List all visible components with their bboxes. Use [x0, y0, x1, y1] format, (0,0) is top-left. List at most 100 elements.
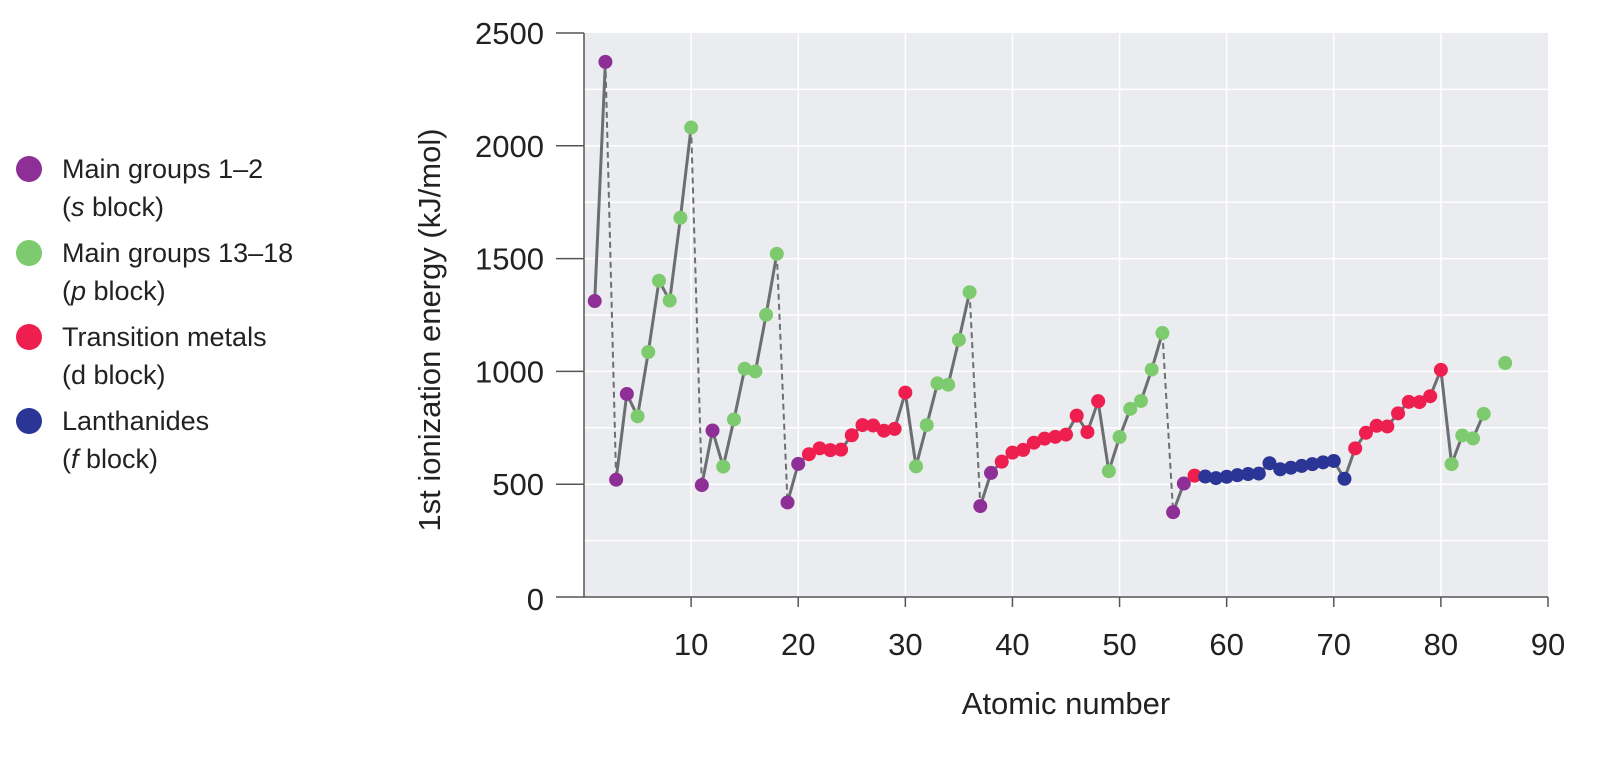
data-point-transition-metals — [1005, 445, 1020, 460]
data-point-main-groups-13-18 — [1466, 431, 1481, 446]
data-point-transition-metals — [1187, 468, 1202, 483]
data-point-transition-metals — [1391, 406, 1406, 421]
data-point-main-groups-13-18 — [630, 409, 645, 424]
legend-label-line2: (s block) — [62, 192, 165, 222]
y-tick-label: 2500 — [475, 16, 544, 51]
data-point-lanthanides — [1208, 471, 1223, 486]
data-point-main-groups-1-2 — [1176, 476, 1191, 491]
trend-line-dashed — [968, 292, 982, 507]
data-point-main-groups-1-2 — [705, 423, 720, 438]
data-point-main-groups-13-18 — [919, 418, 934, 433]
trend-line-dashed — [775, 253, 789, 503]
y-tick-label: 500 — [492, 467, 544, 502]
legend-label-line1: Lanthanides — [62, 406, 210, 436]
legend: Main groups 1–2 (s block) Main groups 13… — [14, 150, 374, 486]
data-point-main-groups-13-18 — [1444, 457, 1459, 472]
data-point-main-groups-13-18 — [759, 307, 774, 322]
data-point-transition-metals — [1380, 419, 1395, 434]
data-point-main-groups-13-18 — [1144, 362, 1159, 377]
x-tick-label: 80 — [1424, 627, 1458, 662]
data-point-transition-metals — [1423, 389, 1438, 404]
data-point-transition-metals — [855, 418, 870, 433]
data-point-main-groups-13-18 — [1476, 406, 1491, 421]
data-point-lanthanides — [1241, 467, 1256, 482]
legend-label-f-block: Lanthanides (f block) — [62, 402, 209, 478]
data-point-main-groups-1-2 — [780, 495, 795, 510]
data-point-transition-metals — [1026, 435, 1041, 450]
legend-item-d-block: Transition metals (d block) — [14, 318, 374, 402]
data-point-lanthanides — [1305, 457, 1320, 472]
data-point-main-groups-1-2 — [984, 465, 999, 480]
data-point-lanthanides — [1316, 455, 1331, 470]
data-point-main-groups-13-18 — [748, 364, 763, 379]
data-point-transition-metals — [1037, 431, 1052, 446]
legend-block-letter: p — [71, 276, 87, 306]
legend-label-p-block: Main groups 13–18 (p block) — [62, 234, 293, 310]
x-tick-label: 10 — [674, 627, 708, 662]
data-point-main-groups-13-18 — [930, 376, 945, 391]
data-point-transition-metals — [898, 385, 913, 400]
data-point-main-groups-1-2 — [619, 386, 634, 401]
data-point-main-groups-1-2 — [973, 499, 988, 514]
data-point-transition-metals — [1369, 418, 1384, 433]
legend-swatch-s-block — [16, 156, 42, 182]
data-point-main-groups-1-2 — [791, 456, 806, 471]
data-point-main-groups-13-18 — [641, 344, 656, 359]
data-point-main-groups-1-2 — [609, 472, 624, 487]
data-point-main-groups-13-18 — [1498, 356, 1513, 371]
y-tick-label: 1000 — [475, 354, 544, 389]
data-point-transition-metals — [887, 421, 902, 436]
legend-swatch-d-block — [16, 324, 42, 350]
data-point-main-groups-13-18 — [1155, 326, 1170, 341]
data-point-main-groups-13-18 — [951, 332, 966, 347]
data-point-transition-metals — [834, 442, 849, 457]
y-tick-label: 1500 — [475, 242, 544, 277]
legend-item-p-block: Main groups 13–18 (p block) — [14, 234, 374, 318]
data-point-transition-metals — [823, 443, 838, 458]
data-point-main-groups-13-18 — [662, 293, 677, 308]
legend-swatch-p-block — [16, 240, 42, 266]
data-point-lanthanides — [1337, 471, 1352, 486]
data-point-main-groups-1-2 — [598, 54, 613, 69]
legend-label-line1: Transition metals — [62, 322, 267, 352]
data-point-lanthanides — [1273, 462, 1288, 477]
data-point-transition-metals — [1433, 362, 1448, 377]
data-point-transition-metals — [844, 428, 859, 443]
legend-block-letter: s — [71, 192, 85, 222]
trend-line-solid — [593, 61, 607, 302]
x-tick-label: 70 — [1317, 627, 1351, 662]
x-axis-title: Atomic number — [962, 686, 1170, 721]
legend-label-s-block: Main groups 1–2 (s block) — [62, 150, 263, 226]
data-point-lanthanides — [1326, 453, 1341, 468]
data-point-transition-metals — [1348, 441, 1363, 456]
legend-label-line2: (p block) — [62, 276, 166, 306]
legend-label-line1: Main groups 13–18 — [62, 238, 294, 268]
x-tick-label: 90 — [1531, 627, 1565, 662]
legend-swatch-f-block — [16, 408, 42, 434]
data-point-main-groups-13-18 — [684, 120, 699, 135]
data-point-lanthanides — [1219, 469, 1234, 484]
data-point-transition-metals — [1069, 408, 1084, 423]
data-point-transition-metals — [812, 441, 827, 456]
data-point-lanthanides — [1251, 466, 1266, 481]
legend-block-letter: f — [71, 444, 79, 474]
data-point-transition-metals — [1091, 394, 1106, 409]
data-point-main-groups-13-18 — [737, 361, 752, 376]
y-tick-label: 0 — [527, 582, 544, 617]
data-point-transition-metals — [876, 423, 891, 438]
data-point-transition-metals — [1080, 425, 1095, 440]
data-point-transition-metals — [1358, 425, 1373, 440]
data-point-lanthanides — [1294, 458, 1309, 473]
x-tick-label: 60 — [1209, 627, 1243, 662]
data-point-lanthanides — [1262, 456, 1277, 471]
x-tick-label: 40 — [995, 627, 1029, 662]
x-tick-label: 20 — [781, 627, 815, 662]
data-point-transition-metals — [994, 454, 1009, 469]
data-point-main-groups-13-18 — [769, 246, 784, 261]
data-point-transition-metals — [866, 418, 881, 433]
data-point-main-groups-13-18 — [962, 285, 977, 300]
data-point-main-groups-13-18 — [726, 412, 741, 427]
data-point-main-groups-1-2 — [694, 478, 709, 493]
data-point-transition-metals — [1016, 442, 1031, 457]
